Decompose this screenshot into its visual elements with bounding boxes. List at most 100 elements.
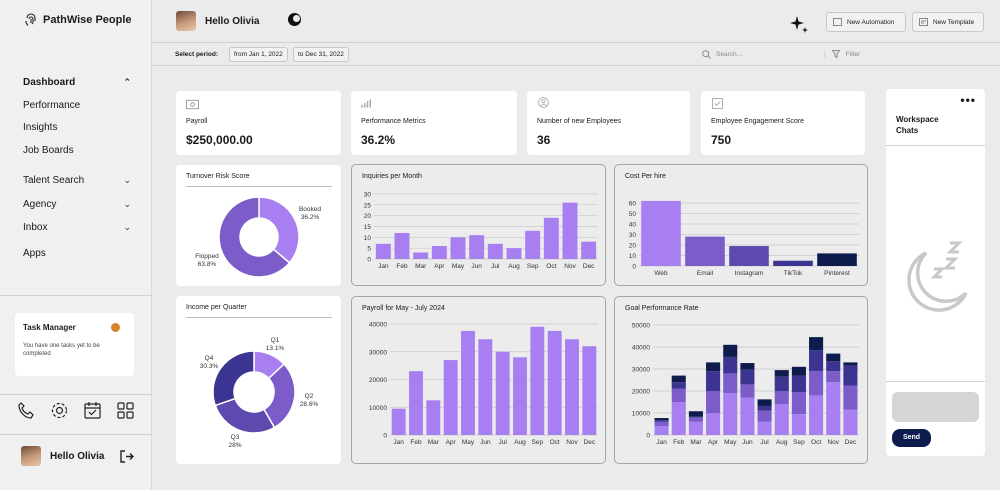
- slice-label: Q2: [305, 393, 314, 400]
- divider: [0, 394, 152, 395]
- dark-mode-icon[interactable]: [288, 13, 301, 26]
- kpi-card-payroll[interactable]: Payroll $250,000.00: [176, 91, 341, 155]
- bar-segment-1: [843, 409, 858, 435]
- y-tick-label: 60: [629, 201, 637, 208]
- sidebar: PathWise People Dashboard ⌃ Performance I…: [0, 0, 152, 490]
- bar: [543, 217, 559, 259]
- bar: [487, 243, 503, 259]
- bar: [530, 326, 545, 435]
- send-button[interactable]: Send: [892, 429, 931, 447]
- button-label: New Automation: [847, 18, 895, 26]
- filter-button[interactable]: | Filter: [824, 50, 860, 58]
- sidebar-item-apps[interactable]: Apps: [23, 248, 131, 259]
- logout-icon[interactable]: [119, 449, 134, 469]
- top-bar: Hello Olivia New Automation New Template: [152, 0, 1000, 43]
- calendar-icon[interactable]: [83, 401, 102, 420]
- x-tick-label: Apr: [708, 439, 719, 446]
- x-tick-label: Sep: [532, 439, 544, 446]
- y-tick-label: 50: [629, 211, 637, 218]
- user-profile[interactable]: Hello Olivia: [21, 446, 104, 466]
- sparkle-icon[interactable]: [788, 14, 810, 41]
- x-tick-label: Nov: [564, 263, 576, 270]
- bar: [685, 236, 725, 266]
- bar-segment-2: [774, 391, 789, 405]
- x-tick-label: Mar: [690, 439, 702, 446]
- kpi-card-engagement[interactable]: Employee Engagement Score 750: [701, 91, 865, 155]
- sidebar-item-label: Talent Search: [23, 175, 85, 186]
- sidebar-item-performance[interactable]: Performance: [23, 100, 131, 111]
- date-to-picker[interactable]: to Dec 31, 2022: [293, 47, 349, 62]
- bar: [431, 246, 447, 259]
- date-from-picker[interactable]: from Jan 1, 2022: [229, 47, 288, 62]
- filter-icon: [831, 50, 840, 58]
- sidebar-item-talent-search[interactable]: Talent Search ⌄: [23, 175, 131, 186]
- bar-segment-4: [740, 363, 755, 370]
- bar-segment-3: [740, 369, 755, 385]
- bar: [525, 230, 541, 259]
- bar-segment-1: [654, 426, 669, 435]
- x-tick-label: Jun: [480, 439, 491, 446]
- bar: [461, 330, 475, 435]
- sidebar-item-inbox[interactable]: Inbox ⌄: [23, 222, 131, 233]
- x-tick-label: Email: [697, 270, 714, 277]
- bar: [547, 330, 562, 435]
- bar-segment-2: [740, 384, 755, 398]
- x-tick-label: TikTok: [784, 270, 803, 277]
- status-dot: [111, 323, 120, 332]
- x-tick-label: Aug: [514, 439, 526, 446]
- sidebar-item-job-boards[interactable]: Job Boards: [23, 145, 131, 156]
- chevron-up-icon[interactable]: ⌃: [123, 77, 131, 87]
- y-tick-label: 5: [367, 246, 371, 253]
- task-manager-title: Task Manager: [23, 323, 76, 332]
- bar-segment-2: [706, 391, 721, 413]
- y-tick-label: 0: [646, 433, 650, 440]
- x-tick-label: May: [452, 263, 465, 270]
- template-icon: [919, 18, 928, 26]
- bar: [443, 360, 458, 435]
- new-automation-button[interactable]: New Automation: [826, 12, 906, 32]
- money-icon: [186, 99, 199, 110]
- bar-segment-2: [826, 371, 841, 383]
- sidebar-item-dashboard[interactable]: Dashboard ⌃: [23, 77, 131, 88]
- x-tick-label: Jul: [499, 439, 508, 446]
- sidebar-item-insights[interactable]: Insights: [23, 122, 131, 133]
- kpi-card-new-employees[interactable]: Number of new Employees 36: [527, 91, 690, 155]
- bar-segment-3: [757, 405, 772, 411]
- button-label: New Template: [933, 18, 975, 26]
- chevron-down-icon[interactable]: ⌄: [123, 222, 131, 232]
- more-options-icon[interactable]: •••: [960, 93, 976, 107]
- bar: [375, 243, 391, 259]
- y-tick-label: 30: [364, 192, 372, 199]
- income-quarter-card: Income per Quarter Q1 13.1% Q2 28.6% Q3 28% Q4…: [176, 296, 341, 464]
- y-tick-label: 0: [383, 433, 387, 440]
- x-tick-label: Jul: [760, 439, 769, 446]
- x-tick-label: May: [462, 439, 475, 446]
- x-tick-label: Web: [654, 270, 668, 277]
- chevron-down-icon[interactable]: ⌄: [123, 199, 131, 209]
- gear-icon[interactable]: [50, 401, 69, 420]
- sidebar-item-agency[interactable]: Agency ⌄: [23, 199, 131, 210]
- kpi-card-performance[interactable]: Performance Metrics 36.2%: [351, 91, 517, 155]
- phone-icon[interactable]: [17, 401, 36, 420]
- kpi-label: Employee Engagement Score: [711, 118, 804, 125]
- y-tick-label: 10: [364, 235, 372, 242]
- search-box[interactable]: Search...: [702, 50, 742, 59]
- slice-percent: 36.2%: [301, 214, 320, 221]
- bar-segment-2: [688, 417, 703, 422]
- bar-segment-3: [826, 361, 841, 372]
- new-template-button[interactable]: New Template: [912, 12, 984, 32]
- chat-message-input[interactable]: [892, 392, 979, 422]
- divider: [186, 186, 332, 187]
- y-tick-label: 40000: [369, 322, 387, 329]
- checkbox-icon: [712, 98, 723, 109]
- task-manager-card[interactable]: Task Manager You have one tasks yet to b…: [15, 313, 134, 376]
- chevron-down-icon[interactable]: ⌄: [123, 175, 131, 185]
- bar: [409, 371, 423, 435]
- x-tick-label: Oct: [550, 439, 560, 446]
- search-input[interactable]: Search...: [716, 51, 743, 58]
- apps-grid-icon[interactable]: [116, 401, 135, 420]
- divider: |: [824, 50, 826, 58]
- x-tick-label: Jan: [393, 439, 404, 446]
- bar-segment-4: [791, 366, 806, 376]
